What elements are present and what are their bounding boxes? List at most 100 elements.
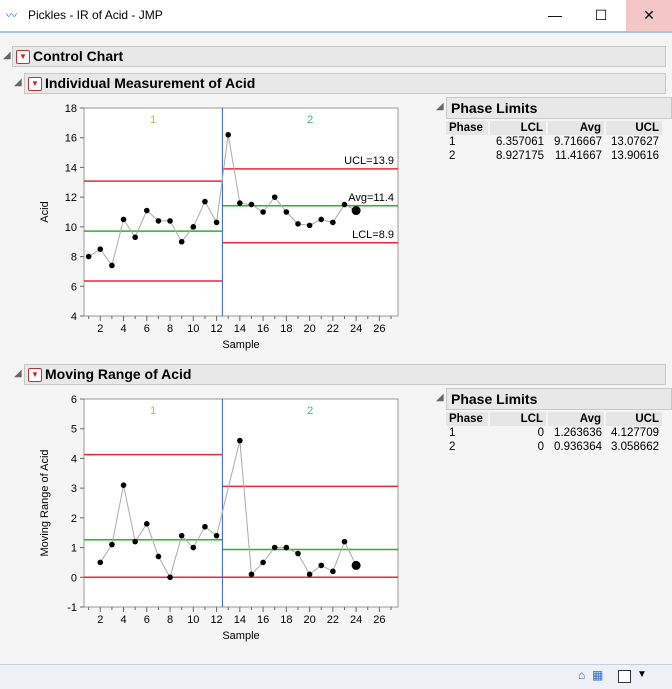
cell: 3.058662 — [611, 441, 659, 453]
col-header: LCL — [488, 121, 547, 135]
data-point — [202, 198, 208, 205]
cell: 6.357061 — [496, 136, 544, 148]
phase-limits-table-1: Phase Limits Phase LCL Avg UCL 1 6.357061 9.7… — [436, 97, 672, 163]
x-tick-label: 8 — [167, 323, 173, 335]
x-tick-label: 18 — [280, 614, 292, 626]
data-point — [271, 544, 278, 551]
y-axis-label: Moving Range of Acid — [39, 449, 51, 556]
data-point — [283, 209, 290, 215]
cell: 1 — [449, 427, 456, 439]
col-header: LCL — [488, 412, 547, 426]
cell: 2 — [449, 441, 456, 453]
data-point — [248, 201, 255, 208]
x-tick-label: 26 — [373, 323, 385, 335]
cell: 2 — [449, 150, 456, 162]
disclosure-icon[interactable]: ◢ — [14, 77, 22, 88]
data-point — [271, 194, 278, 200]
data-point — [178, 532, 185, 539]
checkbox-icon[interactable] — [618, 670, 631, 683]
disclosure-icon[interactable]: ◢ — [436, 392, 444, 403]
x-tick-label: 10 — [187, 323, 199, 335]
col-header: Phase — [446, 412, 489, 426]
cell: 13.07627 — [611, 136, 659, 148]
data-point — [109, 262, 115, 269]
red-triangle-menu-icon[interactable]: ▼ — [28, 77, 42, 91]
limit-annotation: UCL=13.9 — [344, 155, 394, 167]
cell: 1.263636 — [554, 427, 602, 439]
cell: 0 — [537, 427, 544, 439]
disclosure-icon[interactable]: ◢ — [436, 101, 444, 112]
data-point — [167, 574, 173, 581]
red-triangle-menu-icon[interactable]: ▼ — [16, 50, 30, 64]
x-tick-label: 8 — [167, 614, 173, 626]
x-tick-label: 6 — [144, 614, 150, 626]
cell: 0.936364 — [554, 441, 602, 453]
data-point — [85, 253, 92, 260]
window-list-icon[interactable]: ▦ — [592, 668, 604, 682]
data-point — [351, 560, 361, 570]
table-row: 2 0 0.936364 3.058662 — [446, 440, 662, 454]
y-tick-label: 12 — [65, 192, 77, 204]
close-button[interactable]: ✕ — [626, 0, 672, 31]
data-point — [97, 559, 104, 566]
data-point — [295, 221, 301, 227]
data-point — [144, 207, 150, 214]
data-point — [341, 538, 348, 545]
data-point — [97, 246, 104, 252]
plot-frame — [83, 107, 399, 317]
data-point — [144, 521, 150, 527]
phase-label: 1 — [150, 114, 156, 126]
data-point — [283, 544, 290, 551]
home-icon[interactable]: ⌂ — [578, 668, 586, 682]
y-tick-label: 4 — [71, 453, 77, 465]
data-point — [237, 437, 243, 444]
y-tick-label: 2 — [71, 513, 77, 525]
data-point — [237, 200, 243, 206]
y-tick-label: -1 — [67, 602, 77, 614]
x-tick-label: 14 — [234, 323, 246, 335]
minimize-button[interactable]: — — [548, 7, 562, 23]
y-tick-label: 18 — [65, 103, 77, 115]
cell: 1 — [449, 136, 456, 148]
table-row: 1 0 1.263636 4.127709 — [446, 426, 662, 440]
cell: 4.127709 — [611, 427, 659, 439]
x-tick-label: 14 — [234, 614, 246, 626]
disclosure-icon[interactable]: ◢ — [14, 368, 22, 379]
y-tick-label: 6 — [71, 281, 77, 293]
x-tick-label: 20 — [303, 323, 315, 335]
col-header: Avg — [546, 121, 605, 135]
outline-title: Moving Range of Acid — [45, 366, 192, 382]
cell: 11.41667 — [554, 150, 602, 162]
control-chart-header: ▼ Control Chart — [12, 46, 666, 67]
disclosure-icon[interactable]: ◢ — [3, 50, 11, 61]
title-bar: 〰 Pickles - IR of Acid - JMP — ☐ ✕ — [0, 0, 672, 33]
data-point — [330, 568, 336, 575]
x-tick-label: 16 — [257, 614, 269, 626]
data-point — [330, 219, 336, 226]
moving-range-header: ▼ Moving Range of Acid — [24, 364, 666, 385]
cell: 8.927175 — [496, 150, 544, 162]
col-header: Phase — [446, 121, 489, 135]
col-header: Avg — [546, 412, 605, 426]
x-tick-label: 2 — [97, 323, 103, 335]
red-triangle-menu-icon[interactable]: ▼ — [28, 368, 42, 382]
data-point — [260, 559, 266, 566]
data-point — [155, 218, 162, 224]
data-point — [351, 206, 361, 216]
x-tick-label: 20 — [303, 614, 315, 626]
maximize-button[interactable]: ☐ — [594, 7, 608, 23]
cell: 0 — [537, 441, 544, 453]
phase-limits-table-2: Phase Limits Phase LCL Avg UCL 1 0 1.263636 4.… — [436, 388, 672, 454]
y-tick-label: 14 — [65, 162, 77, 174]
x-tick-label: 24 — [350, 323, 362, 335]
cell: 13.90616 — [611, 150, 659, 162]
y-tick-label: 3 — [71, 483, 77, 495]
data-point — [120, 482, 127, 488]
col-header: UCL — [604, 412, 662, 426]
phase-label: 1 — [150, 405, 156, 417]
y-tick-label: 8 — [71, 252, 77, 264]
y-tick-label: 16 — [65, 133, 77, 145]
y-axis-label: Acid — [39, 201, 51, 222]
dropdown-arrow-icon[interactable]: ▼ — [637, 669, 647, 680]
data-point — [260, 209, 266, 215]
